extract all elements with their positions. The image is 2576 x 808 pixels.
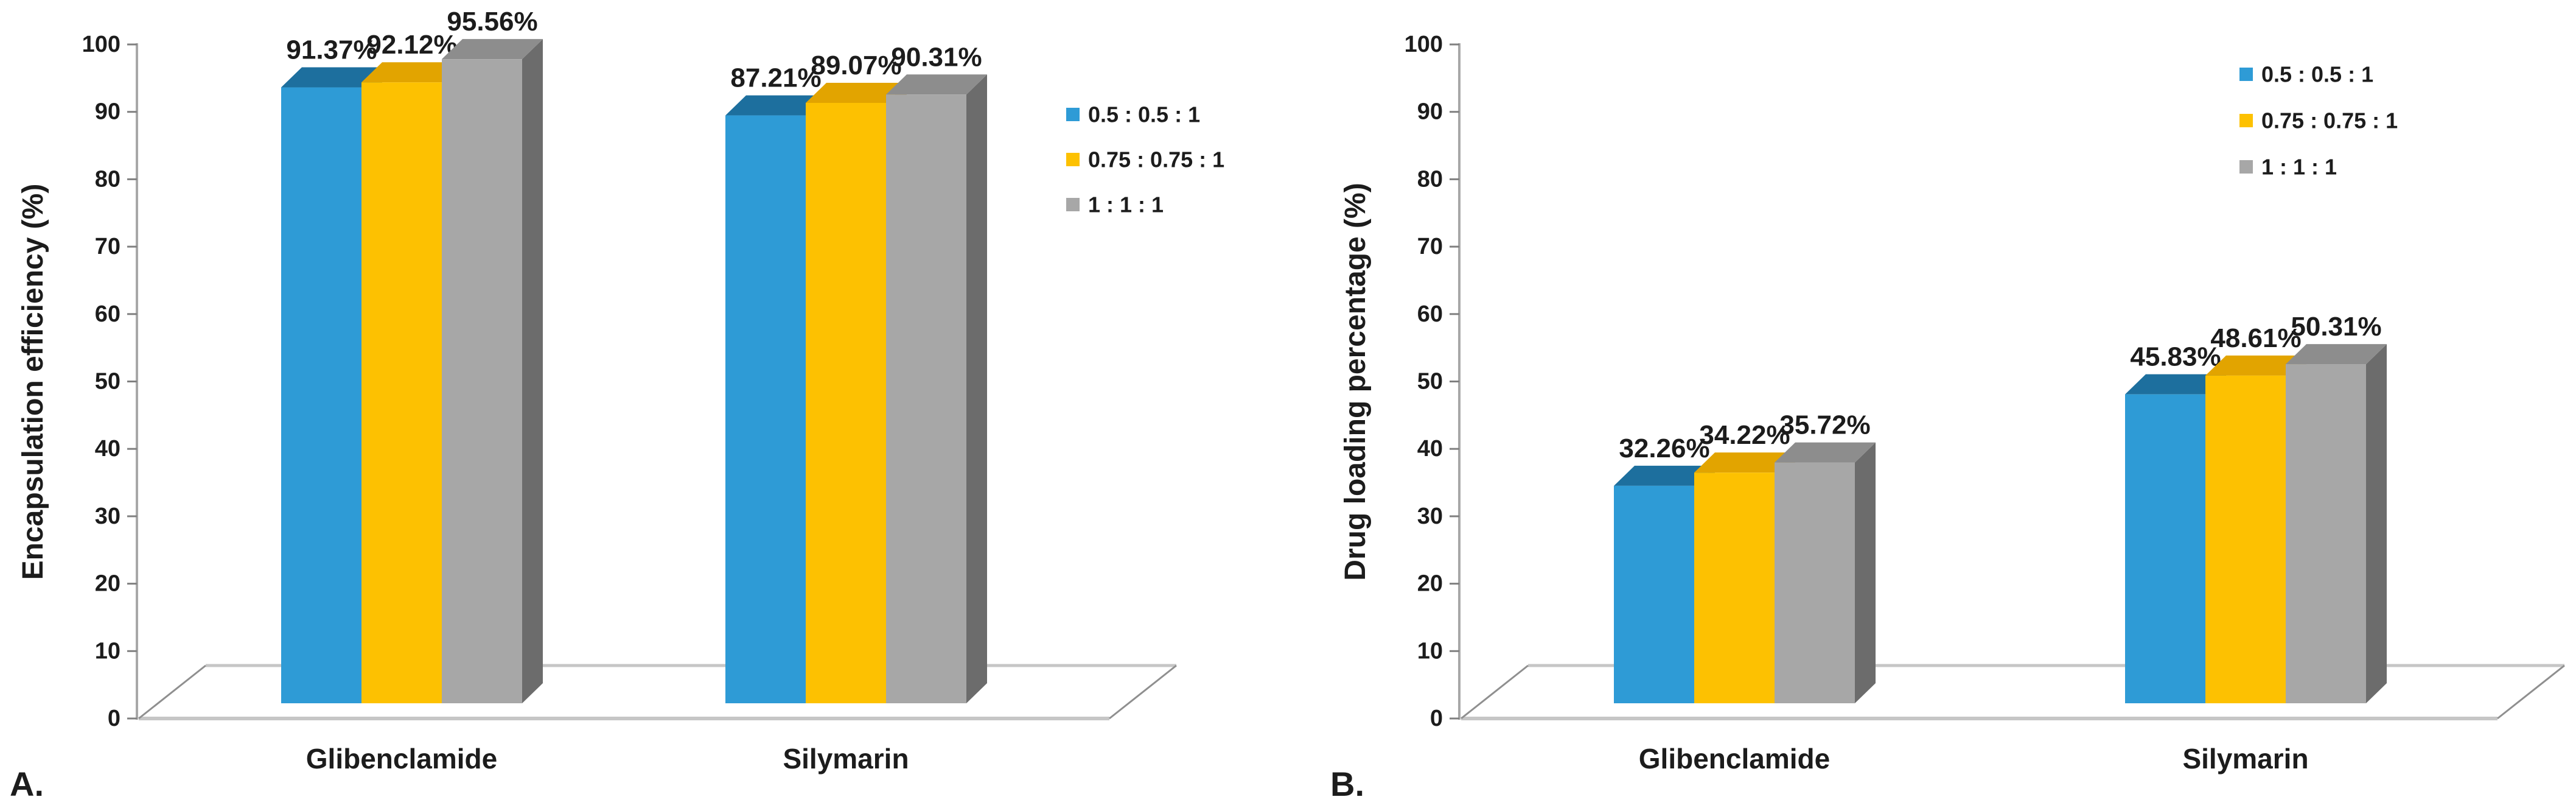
floor-left-edge — [138, 664, 206, 720]
y-axis-tick-label: 20 — [95, 571, 120, 597]
legend-label: 0.5 : 0.5 : 1 — [1088, 102, 1200, 127]
bar-top-face — [2205, 355, 2306, 376]
bar-data-label: 45.83% — [2130, 342, 2221, 372]
bar-top-face — [1614, 465, 1715, 486]
y-axis-tick-label: 10 — [1417, 638, 1443, 664]
bar-side-face — [522, 39, 543, 704]
bar-data-label: 89.07% — [811, 51, 901, 80]
bar-front-face — [1775, 462, 1855, 703]
category-label: Glibenclamide — [306, 743, 497, 775]
floor-right-edge — [2497, 664, 2565, 720]
bar-data-label: 34.22% — [1699, 420, 1790, 450]
bar-side-face — [966, 74, 987, 703]
bar-top-face — [281, 67, 382, 88]
y-axis-tick-label: 20 — [1417, 571, 1443, 597]
bar-front-face — [281, 87, 361, 703]
y-axis-title: Encapsulation efficiency (%) — [17, 184, 49, 580]
y-axis-tick-label: 10 — [95, 638, 120, 664]
y-axis-tick-label: 30 — [1417, 504, 1443, 529]
bar-data-label: 87.21% — [730, 63, 821, 93]
bar-data-label: 35.72% — [1779, 410, 1870, 440]
y-axis-tick-label: 0 — [108, 706, 120, 731]
bar-front-face — [361, 82, 442, 704]
y-axis-tick-label: 90 — [95, 99, 120, 125]
bar-data-label: 92.12% — [366, 30, 457, 60]
category-label: Glibenclamide — [1639, 743, 1830, 775]
y-axis-tick-label: 90 — [1417, 99, 1443, 125]
bar-top-face — [442, 39, 543, 60]
y-axis-tick-label: 50 — [95, 369, 120, 395]
legend-label: 0.75 : 0.75 : 1 — [2261, 108, 2398, 133]
bar-front-face — [2125, 394, 2205, 703]
bar-top-face — [806, 82, 907, 103]
bar-top-face — [886, 74, 987, 95]
legend-label: 0.75 : 0.75 : 1 — [1088, 147, 1224, 172]
panel-corner-label: B. — [1330, 765, 1364, 803]
legend-label: 1 : 1 : 1 — [2261, 155, 2337, 180]
y-axis-tick-label: 60 — [95, 301, 120, 327]
y-axis-tick-label: 70 — [1417, 234, 1443, 259]
floor-left-edge — [1461, 664, 1529, 720]
y-axis-tick-label: 80 — [1417, 166, 1443, 192]
bar-data-label: 90.31% — [891, 42, 982, 72]
y-axis-title: Drug loading percentage (%) — [1339, 183, 1372, 580]
y-axis-tick-label: 80 — [95, 166, 120, 192]
bar-top-face — [2125, 374, 2226, 395]
bar-data-label: 32.26% — [1619, 434, 1709, 463]
bar-data-label: 50.31% — [2291, 312, 2381, 342]
y-axis-tick-label: 50 — [1417, 369, 1443, 395]
y-axis-tick-label: 60 — [1417, 301, 1443, 327]
panel-corner-label: A. — [10, 765, 44, 803]
category-label: Silymarin — [783, 743, 909, 775]
bar-top-face — [1694, 452, 1795, 473]
bar-data-label: 95.56% — [447, 7, 537, 37]
bar-front-face — [2286, 364, 2366, 703]
bar-front-face — [725, 115, 806, 703]
legend-swatch — [1066, 153, 1080, 166]
bar-top-face — [725, 95, 826, 116]
y-axis-tick-label: 70 — [95, 234, 120, 259]
bar-front-face — [1694, 473, 1775, 703]
category-label: Silymarin — [2182, 743, 2308, 775]
y-axis-tick-label: 100 — [1405, 32, 1443, 57]
bar-side-face — [2366, 344, 2387, 703]
legend-swatch — [2239, 160, 2253, 174]
floor-right-edge — [1109, 664, 1177, 720]
legend-label: 0.5 : 0.5 : 1 — [2261, 62, 2373, 87]
bar-side-face — [1855, 442, 1876, 703]
bar-front-face — [442, 59, 522, 704]
y-axis-tick-label: 0 — [1430, 706, 1443, 731]
bar-front-face — [2205, 375, 2286, 703]
legend-swatch — [2239, 68, 2253, 81]
bar-top-face — [1775, 442, 1876, 463]
y-axis-tick-label: 100 — [82, 32, 120, 57]
y-axis-tick-label: 30 — [95, 504, 120, 529]
bar-front-face — [886, 94, 966, 703]
bar-top-face — [2286, 344, 2387, 365]
legend-swatch — [1066, 198, 1080, 211]
legend-swatch — [2239, 114, 2253, 127]
legend-swatch — [1066, 108, 1080, 121]
bar-front-face — [806, 102, 886, 703]
bar-top-face — [361, 62, 462, 83]
y-axis-tick-label: 40 — [95, 436, 120, 462]
bar-data-label: 48.61% — [2210, 323, 2301, 353]
bar-data-label: 91.37% — [286, 35, 377, 65]
bar-front-face — [1614, 485, 1694, 703]
legend-label: 1 : 1 : 1 — [1088, 192, 1164, 217]
y-axis-tick-label: 40 — [1417, 436, 1443, 462]
